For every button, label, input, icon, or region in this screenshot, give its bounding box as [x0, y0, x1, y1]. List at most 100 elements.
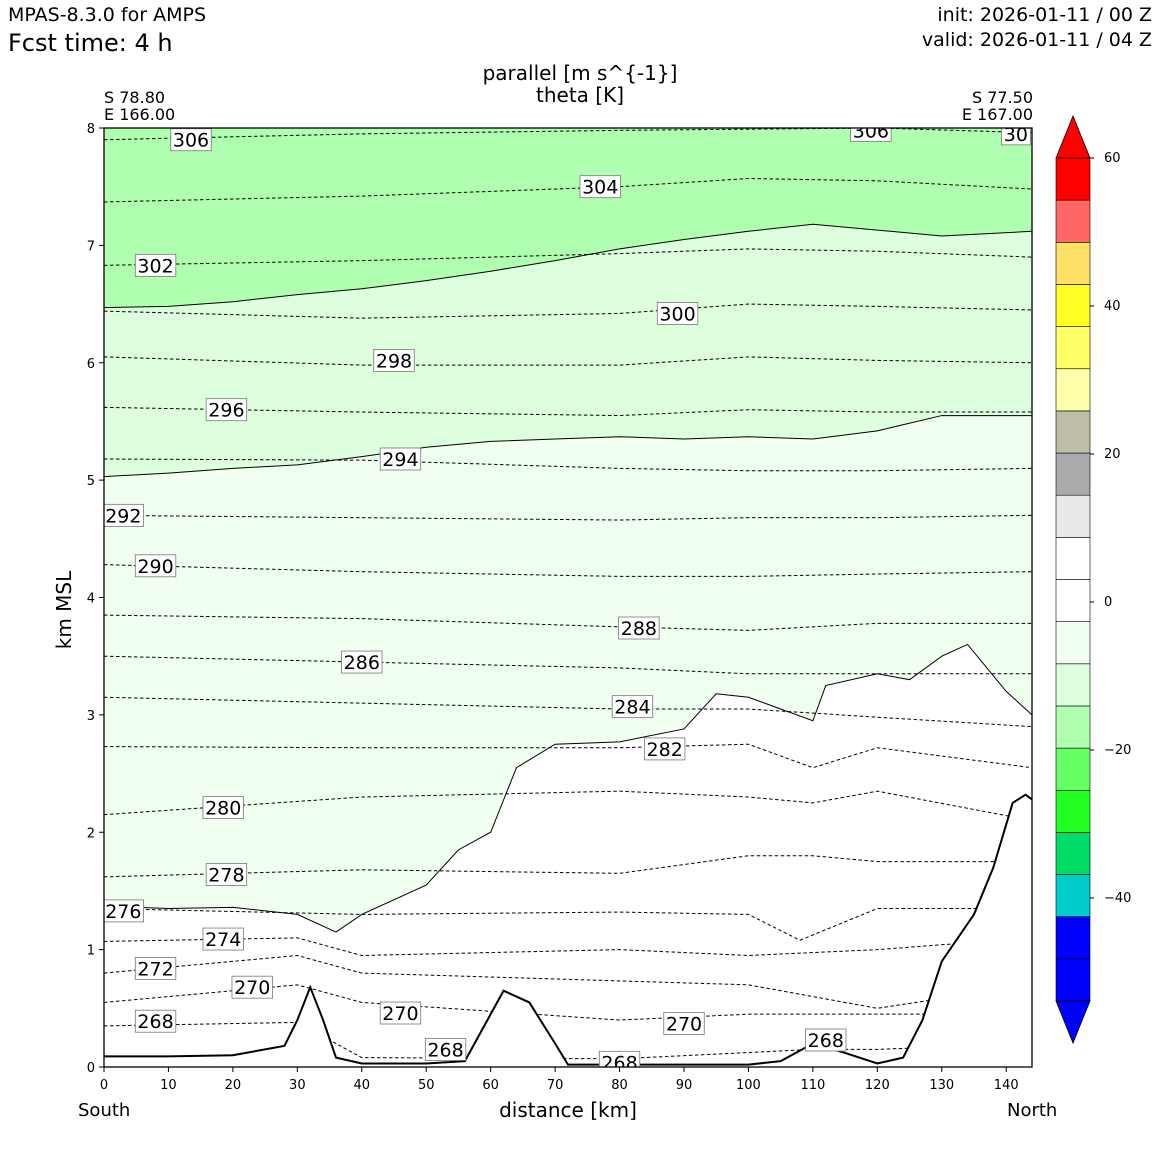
colorbar-segment [1055, 410, 1091, 454]
contour-label: 270 [234, 977, 270, 999]
contour-label-box [202, 927, 244, 951]
contour-label-box [104, 503, 144, 527]
theta-isentrope-294 [104, 458, 1032, 472]
contour-label: 296 [208, 400, 244, 422]
theta-isentrope-290 [104, 564, 1032, 577]
valid-time: valid: 2026-01-11 / 04 Z [921, 29, 1152, 51]
wind-contour-line [104, 643, 1032, 933]
x-tick-label: 60 [482, 1078, 499, 1093]
x-tick-label: 30 [289, 1078, 306, 1093]
contour-label: 270 [382, 1003, 418, 1025]
contour-label-box [134, 957, 177, 980]
contour-label: 306 [853, 120, 889, 142]
contour-label-box [373, 349, 415, 372]
y-tick-label: 2 [87, 826, 95, 841]
wind-fill-region [104, 128, 1032, 308]
wind-contour-line [104, 415, 1032, 478]
theta-isentrope-298 [104, 356, 1032, 366]
colorbar-segment [1055, 874, 1091, 917]
colorbar-tick-label: 60 [1104, 151, 1121, 166]
contour-label: 284 [614, 697, 650, 719]
theta-isentrope-272 [104, 954, 1032, 1009]
colorbar-tick-label: 20 [1104, 447, 1121, 462]
init-time: init: 2026-01-11 / 00 Z [937, 4, 1152, 26]
colorbar-over-arrow [1055, 114, 1091, 159]
y-tick-label: 4 [87, 592, 95, 607]
end-lon: E 167.00 [961, 105, 1033, 124]
wind-contour-line [104, 223, 1032, 309]
contour-label-box [656, 302, 699, 325]
contour-label: 300 [659, 303, 695, 325]
contour-label: 268 [137, 1011, 173, 1033]
contour-label: 292 [105, 505, 141, 527]
contour-label-box [598, 1050, 641, 1067]
colorbar-tick-label: −20 [1104, 743, 1131, 758]
colorbar-tick-label: 0 [1104, 595, 1112, 610]
x-tick-label: 0 [100, 1078, 108, 1093]
colorbar-tick-label: 40 [1104, 299, 1121, 314]
theta-isentrope-304 [104, 177, 1032, 203]
contour-label: 272 [137, 958, 173, 980]
contour-label-box [424, 1037, 467, 1061]
colorbar-segment [1055, 537, 1091, 580]
contour-label-box [341, 650, 383, 674]
x-tick-label: 70 [547, 1078, 564, 1093]
end-lat: S 77.50 [971, 88, 1033, 107]
contour-label-box [663, 1012, 705, 1035]
theta-isentrope-274 [104, 937, 1032, 956]
contour-label-box [231, 975, 273, 999]
chart-title: parallel [m s^{-1}] [482, 61, 678, 85]
contour-label: 302 [137, 255, 173, 277]
contour-label-box [379, 447, 422, 471]
contour-label-box [104, 899, 144, 923]
contour-label: 30 [1004, 124, 1028, 146]
x-tick-label: 10 [160, 1078, 177, 1093]
contour-label: 280 [205, 798, 241, 820]
theta-isentrope-276 [104, 908, 1032, 941]
colorbar-segment [1055, 199, 1091, 243]
contour-label-box [202, 796, 244, 820]
y-tick-label: 6 [87, 357, 95, 372]
colorbar-segment [1055, 157, 1091, 201]
y-tick-label: 0 [87, 1061, 95, 1076]
theta-isentrope-300 [104, 303, 1032, 319]
x-tick-label: 80 [611, 1078, 628, 1093]
colorbar-segment [1055, 452, 1091, 496]
y-axis-label: km MSL [52, 570, 76, 650]
colorbar-segment [1055, 494, 1091, 538]
contour-label: 270 [666, 1014, 702, 1036]
contour-label: 306 [173, 130, 209, 152]
x-tick-label: 20 [225, 1078, 242, 1093]
plot-area: 306 306 30 304 302 300 298 296 294 292 290 288 286 28… [104, 120, 1032, 1067]
contour-label: 278 [208, 865, 244, 887]
colorbar-segment [1055, 242, 1091, 285]
contour-label-box [611, 695, 654, 719]
x-tick-label: 110 [800, 1078, 825, 1093]
contour-label: 268 [808, 1030, 844, 1052]
contour-label: 304 [582, 177, 618, 199]
terrain-fill [104, 794, 1032, 1067]
colorbar-segment [1055, 832, 1091, 875]
terrain-line [104, 793, 1032, 1066]
contour-label: 274 [205, 929, 241, 951]
contour-label-box [644, 737, 686, 761]
contour-label: 290 [137, 556, 173, 578]
y-tick-label: 3 [87, 709, 95, 724]
contour-label-box [205, 398, 248, 422]
x-tick-label: 100 [736, 1078, 761, 1093]
y-tick-label: 1 [87, 944, 95, 959]
contour-label-box [170, 128, 212, 152]
theta-isentrope-306 [104, 128, 1032, 141]
contour-label: 282 [647, 739, 683, 761]
theta-isentrope-286 [104, 655, 1032, 675]
colorbar-segment [1055, 621, 1091, 665]
colorbar-segment [1055, 789, 1091, 833]
y-tick-label: 8 [87, 122, 95, 137]
contour-label-box [205, 863, 248, 886]
theta-isentrope-280 [104, 790, 1032, 822]
chart-subtitle: theta [K] [536, 83, 624, 107]
model-title: MPAS-8.3.0 for AMPS [8, 4, 207, 26]
colorbar-segment [1055, 326, 1091, 370]
colorbar-segment [1055, 579, 1091, 622]
start-point-label: S 78.80 E 166.00 [104, 89, 175, 123]
